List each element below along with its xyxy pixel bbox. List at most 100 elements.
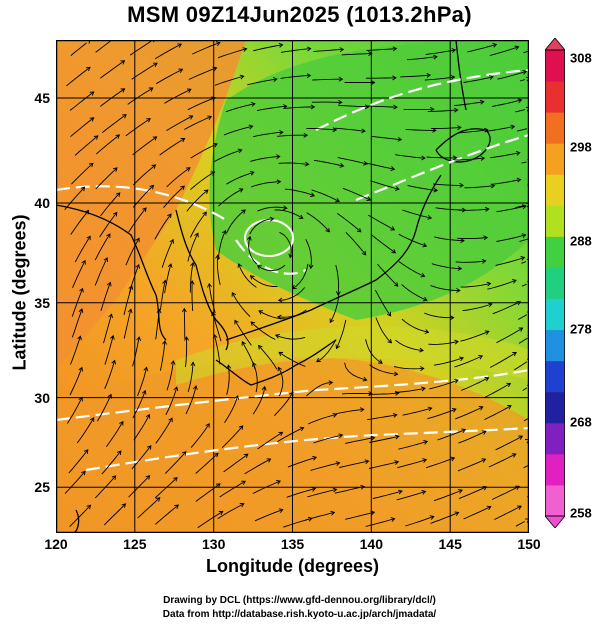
- streamline: [164, 88, 192, 104]
- pressure-contours: [56, 68, 529, 472]
- streamline: [125, 118, 151, 137]
- y-tick-label: 40: [34, 195, 50, 211]
- streamline-arrowhead: [433, 54, 438, 60]
- streamline-arrowhead: [278, 431, 284, 437]
- streamline: [99, 212, 118, 238]
- streamline-arrowhead: [194, 232, 199, 238]
- streamline: [96, 134, 120, 155]
- streamline: [407, 56, 438, 61]
- streamline: [455, 260, 486, 263]
- streamline: [280, 74, 311, 79]
- streamline-arrowhead: [222, 229, 227, 235]
- streamline: [455, 406, 483, 420]
- streamline-arrowhead: [190, 361, 196, 367]
- streamline-arrowhead: [169, 238, 174, 244]
- streamline: [368, 392, 399, 395]
- streamline: [454, 355, 483, 368]
- streamline-arrowhead: [480, 155, 486, 161]
- streamline-arrowhead: [522, 69, 528, 75]
- x-tick-label: 145: [438, 536, 462, 552]
- streamline: [395, 154, 425, 159]
- streamline: [64, 471, 86, 494]
- streamline-arrowhead: [184, 336, 189, 341]
- streamline: [433, 489, 463, 502]
- streamline: [305, 239, 312, 269]
- streamline-arrowhead: [279, 129, 284, 135]
- streamline: [184, 116, 212, 130]
- streamline: [424, 76, 455, 81]
- streamline: [104, 335, 114, 365]
- streamline: [252, 362, 258, 393]
- streamline: [492, 301, 521, 315]
- streamline: [277, 134, 308, 137]
- streamline: [458, 430, 487, 444]
- streamline-arrowhead: [338, 99, 343, 105]
- streamline: [329, 293, 340, 323]
- streamline-arrowhead: [234, 395, 240, 400]
- streamline-arrowhead: [364, 459, 370, 465]
- streamline: [287, 456, 317, 468]
- streamline: [127, 87, 154, 105]
- streamline-arrowhead: [520, 256, 526, 261]
- streamline: [306, 382, 333, 397]
- streamline-arrowhead: [370, 80, 376, 85]
- streamline-arrowhead: [449, 315, 455, 321]
- streamline: [166, 167, 191, 188]
- streamline: [155, 309, 160, 340]
- streamline-arrowhead: [251, 361, 257, 367]
- streamline-arrowhead: [89, 91, 95, 96]
- streamline: [208, 283, 216, 314]
- streamline-arrowhead: [362, 376, 368, 382]
- streamline-arrowhead: [211, 311, 216, 317]
- streamline: [250, 275, 278, 287]
- streamline: [497, 70, 527, 80]
- streamline-arrowhead: [512, 352, 517, 357]
- colorbar-segment: [545, 298, 565, 331]
- streamline-arrowhead: [277, 366, 282, 372]
- streamline-arrowhead: [241, 480, 246, 486]
- streamline-arrowhead: [88, 162, 94, 168]
- streamline: [274, 209, 304, 219]
- streamline-arrowhead: [303, 132, 309, 138]
- streamline-arrowhead: [248, 124, 254, 130]
- streamline: [337, 157, 368, 165]
- streamline: [368, 214, 395, 231]
- streamline-arrowhead: [239, 503, 245, 508]
- streamline: [66, 66, 91, 87]
- streamline-arrowhead: [421, 386, 426, 392]
- streamline-arrowhead: [484, 330, 490, 335]
- streamline: [97, 394, 112, 422]
- streamline-arrowhead: [120, 88, 126, 93]
- streamline: [195, 453, 219, 474]
- colorbar-segment: [545, 484, 565, 517]
- colorbar-svg: [544, 37, 566, 529]
- streamline: [100, 282, 111, 312]
- streamline-arrowhead: [147, 445, 152, 450]
- streamline-arrowhead: [148, 87, 154, 92]
- weather-map-svg: [56, 40, 529, 533]
- colorbar-segment: [545, 329, 565, 362]
- streamline-arrowhead: [387, 338, 393, 344]
- streamline: [430, 126, 461, 129]
- streamline: [106, 421, 124, 447]
- colorbar-tick-label: 258: [570, 505, 592, 521]
- streamline-arrowhead: [394, 434, 400, 440]
- streamline: [185, 336, 188, 368]
- streamline: [519, 238, 529, 242]
- streamline-arrowhead: [189, 280, 195, 285]
- streamline-arrowhead: [258, 310, 264, 315]
- streamline: [234, 320, 252, 346]
- streamline-arrowhead: [335, 291, 341, 296]
- streamline-arrowhead: [278, 42, 284, 48]
- streamline-arrowhead: [83, 449, 89, 454]
- streamline: [161, 239, 174, 268]
- colorbar-segment: [545, 360, 565, 393]
- streamline-arrowhead: [310, 192, 316, 198]
- streamline-arrowhead: [288, 253, 294, 259]
- streamline: [253, 44, 283, 52]
- streamline-arrowhead: [332, 412, 338, 418]
- streamline: [94, 233, 111, 261]
- streamline: [462, 303, 492, 312]
- streamline-arrowhead: [393, 104, 398, 110]
- streamline-arrowhead: [506, 382, 512, 388]
